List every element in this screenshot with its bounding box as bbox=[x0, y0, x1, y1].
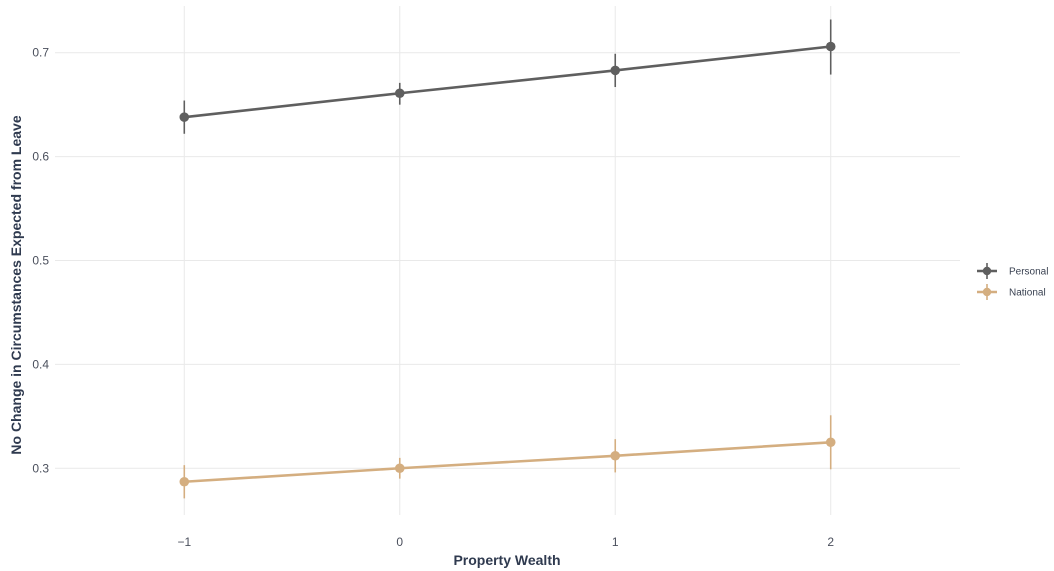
series-line bbox=[184, 440, 831, 484]
data-point bbox=[394, 88, 405, 99]
x-tick-label: −1 bbox=[177, 535, 191, 549]
series-1 bbox=[179, 415, 836, 499]
data-point bbox=[825, 437, 836, 448]
y-tick-label: 0.6 bbox=[32, 150, 49, 164]
y-tick-label: 0.7 bbox=[32, 46, 49, 60]
data-point bbox=[610, 450, 621, 461]
legend-item-0: Personal bbox=[977, 263, 1048, 279]
y-tick-label: 0.5 bbox=[32, 254, 49, 268]
legend-marker bbox=[982, 266, 992, 276]
data-point bbox=[610, 65, 621, 76]
x-axis-ticks: −1 0 1 2 bbox=[177, 535, 834, 549]
data-point bbox=[394, 463, 405, 474]
series-line bbox=[184, 45, 831, 119]
series-layer bbox=[179, 19, 836, 499]
y-tick-label: 0.4 bbox=[32, 357, 49, 371]
x-tick-label: 0 bbox=[396, 535, 403, 549]
y-axis-ticks: 0.3 0.4 0.5 0.6 0.7 bbox=[32, 46, 49, 476]
data-point bbox=[179, 112, 190, 122]
series-0 bbox=[179, 19, 836, 134]
x-axis-title: Property Wealth bbox=[453, 552, 560, 568]
legend-marker bbox=[982, 287, 992, 297]
y-tick-label: 0.3 bbox=[32, 461, 49, 475]
grid bbox=[55, 6, 960, 515]
legend-item-1: National bbox=[977, 284, 1046, 300]
legend: Personal National bbox=[977, 263, 1048, 300]
legend-label: Personal bbox=[1009, 267, 1048, 278]
x-tick-label: 1 bbox=[612, 535, 619, 549]
x-tick-label: 2 bbox=[827, 535, 834, 549]
legend-label: National bbox=[1009, 288, 1046, 299]
data-point bbox=[825, 41, 836, 52]
data-point bbox=[179, 476, 190, 487]
y-axis-title: No Change in Circumstances Expected from… bbox=[8, 115, 24, 454]
